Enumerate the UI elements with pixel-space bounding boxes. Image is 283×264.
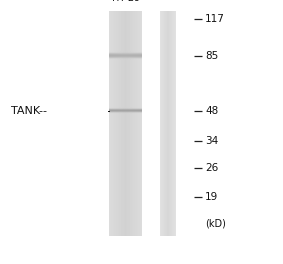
Text: 117: 117 <box>205 14 225 23</box>
Text: (kD): (kD) <box>205 219 226 229</box>
Text: 19: 19 <box>205 192 218 202</box>
Text: 34: 34 <box>205 136 218 146</box>
Text: 26: 26 <box>205 163 218 173</box>
Text: HT-29: HT-29 <box>112 0 140 3</box>
Text: TANK--: TANK-- <box>11 106 47 116</box>
Text: 48: 48 <box>205 106 218 116</box>
Text: 85: 85 <box>205 51 218 61</box>
